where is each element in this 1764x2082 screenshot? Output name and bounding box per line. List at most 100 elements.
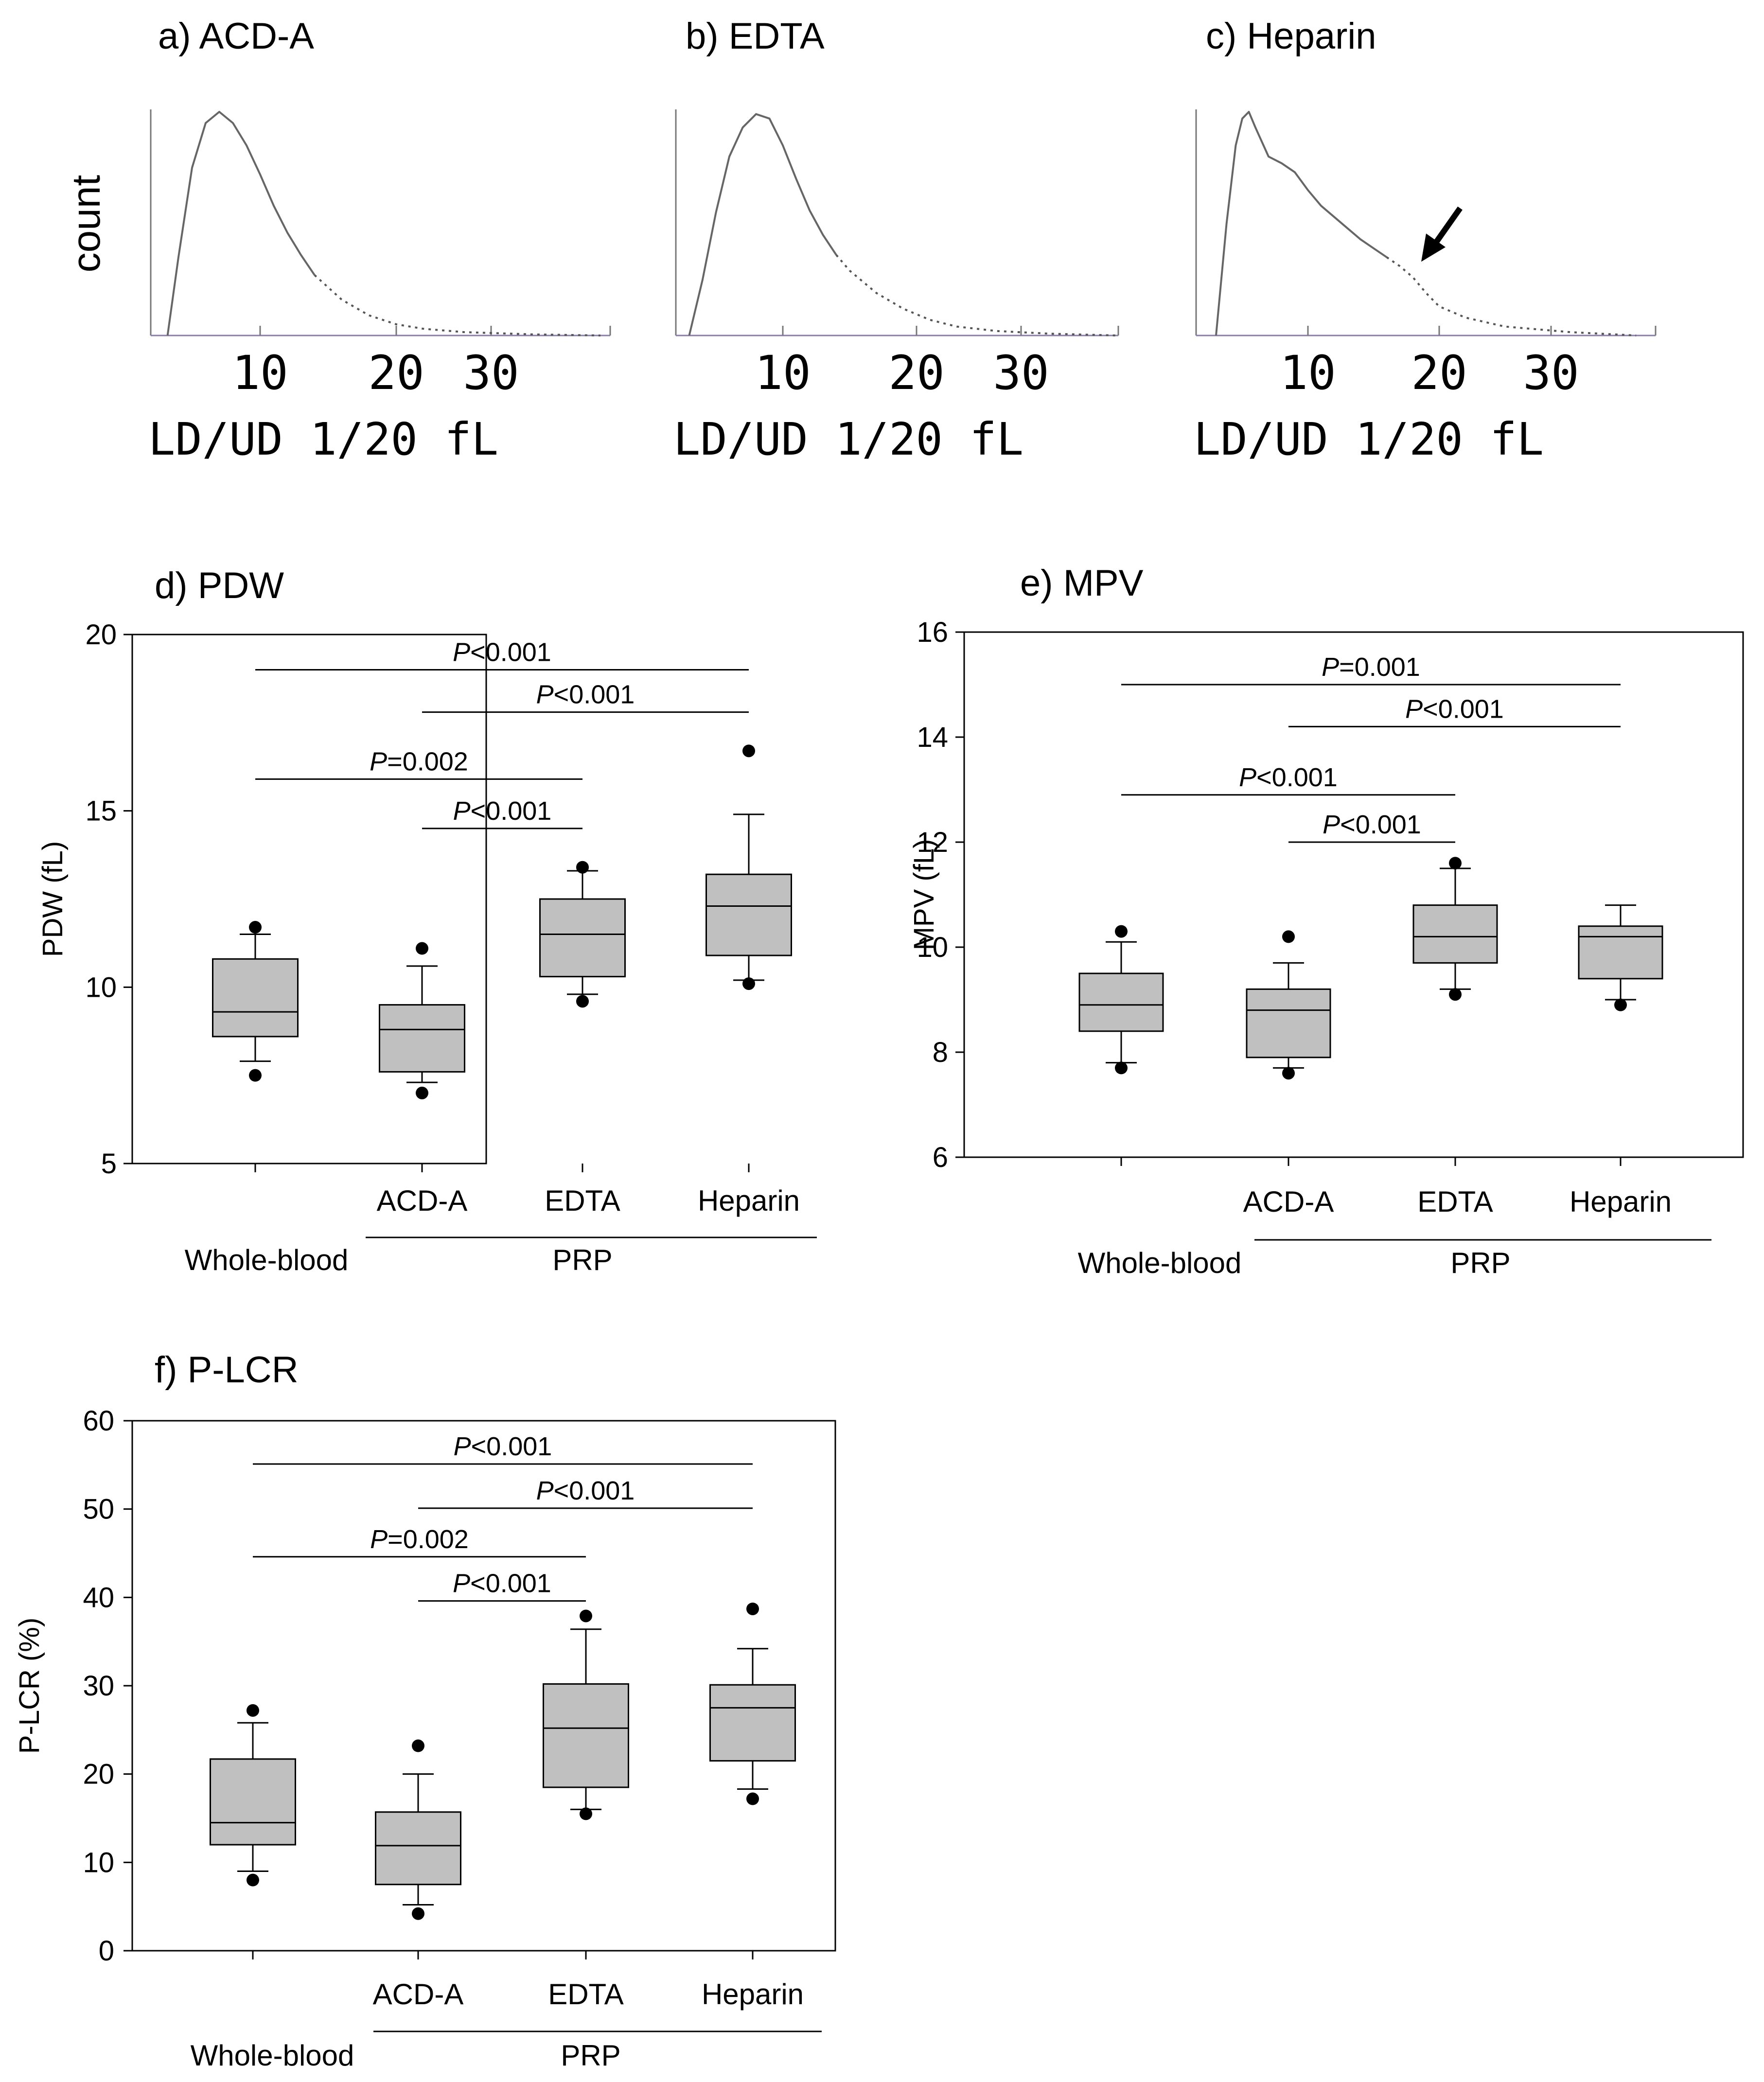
box-0 bbox=[1078, 925, 1164, 1075]
boxplot-panel-e: e) MPV 6 8 10 12 14 16 MPV (fL) ACD-A EDTA Heparin… bbox=[908, 563, 1744, 1279]
histogram-x-unit-label: LD/UD 1/20 fL bbox=[1194, 413, 1544, 465]
histogram-tick-label: 10 bbox=[1280, 346, 1336, 400]
outlier-point bbox=[742, 977, 755, 990]
histogram-tick-label: 10 bbox=[232, 346, 288, 400]
group-label: PRP bbox=[561, 2039, 620, 2072]
histogram-tick-label: 20 bbox=[368, 346, 424, 400]
box-2 bbox=[539, 861, 626, 1008]
histogram-panel-c: c) Heparin 10 20 30 LD/UD 1/20 fL bbox=[1194, 16, 1657, 465]
box-iqr bbox=[1246, 988, 1331, 1059]
outlier-point bbox=[416, 1086, 428, 1099]
significance-label: P=0.002 bbox=[370, 747, 468, 776]
box-iqr bbox=[212, 958, 299, 1038]
outlier-point bbox=[1115, 925, 1128, 938]
category-label: ACD-A bbox=[377, 1184, 468, 1217]
p-symbol: P bbox=[1322, 653, 1339, 682]
category-label: EDTA bbox=[548, 1978, 624, 2011]
box-1 bbox=[379, 942, 465, 1099]
panel-title: a) ACD-A bbox=[158, 16, 314, 57]
outlier-point bbox=[1115, 1061, 1128, 1075]
histogram-curve-tail bbox=[1386, 256, 1637, 336]
p-symbol: P bbox=[453, 638, 470, 667]
histogram-tick-label: 20 bbox=[1411, 346, 1467, 400]
y-tick-label: 20 bbox=[85, 619, 117, 651]
p-value: <0.001 bbox=[470, 638, 551, 667]
outlier-point bbox=[1282, 1067, 1295, 1080]
y-axis-label: P-LCR (%) bbox=[14, 1618, 45, 1754]
histogram-curve bbox=[688, 113, 837, 336]
whole-blood-label: Whole-blood bbox=[191, 2039, 354, 2072]
y-tick-label: 40 bbox=[83, 1582, 114, 1613]
significance-label: P<0.001 bbox=[1405, 694, 1504, 723]
category-label: Heparin bbox=[698, 1184, 800, 1217]
y-tick-label: 12 bbox=[917, 827, 948, 858]
histogram-tick-label: 30 bbox=[1523, 346, 1579, 400]
significance-label: P=0.002 bbox=[370, 1525, 469, 1554]
p-value: =0.001 bbox=[1339, 653, 1420, 682]
significance-label: P=0.001 bbox=[1322, 653, 1420, 682]
y-tick-label: 6 bbox=[933, 1142, 948, 1173]
p-value: <0.001 bbox=[1423, 694, 1504, 723]
category-label: Heparin bbox=[1570, 1185, 1672, 1218]
outlier-point bbox=[247, 1873, 259, 1887]
histogram-tick-label: 10 bbox=[755, 346, 811, 400]
box-iqr bbox=[539, 898, 626, 978]
y-tick-label: 16 bbox=[917, 617, 948, 648]
histogram-x-unit-label: LD/UD 1/20 fL bbox=[148, 413, 498, 465]
box-2 bbox=[543, 1609, 629, 1820]
p-symbol: P bbox=[1323, 810, 1340, 839]
category-label: ACD-A bbox=[373, 1978, 464, 2011]
y-tick-label: 10 bbox=[85, 971, 117, 1003]
y-tick-label: 30 bbox=[83, 1670, 114, 1702]
outlier-point bbox=[580, 1807, 592, 1820]
y-tick-label: 10 bbox=[83, 1847, 114, 1878]
outlier-point bbox=[576, 861, 589, 874]
p-symbol: P bbox=[370, 747, 387, 776]
panel-title: b) EDTA bbox=[686, 16, 825, 57]
histogram-tick-label: 20 bbox=[888, 346, 945, 400]
histogram-panel-a: a) ACD-A 10 20 30 LD/UD 1/20 fL bbox=[148, 16, 611, 465]
p-value: <0.001 bbox=[554, 680, 635, 709]
histogram-y-label: count bbox=[64, 175, 108, 272]
box-2 bbox=[1412, 857, 1498, 1001]
significance-label: P<0.001 bbox=[1239, 763, 1338, 792]
p-value: <0.001 bbox=[471, 796, 552, 826]
p-value: <0.001 bbox=[470, 1569, 551, 1598]
p-value: <0.001 bbox=[1256, 763, 1338, 792]
category-label: Heparin bbox=[702, 1978, 804, 2011]
y-tick-label: 5 bbox=[101, 1148, 117, 1180]
outlier-point bbox=[1614, 998, 1627, 1011]
outlier-point bbox=[746, 1602, 759, 1615]
p-value: <0.001 bbox=[1340, 810, 1421, 839]
histogram-curve bbox=[1215, 111, 1388, 336]
y-tick-label: 50 bbox=[83, 1494, 114, 1525]
p-symbol: P bbox=[453, 1569, 470, 1598]
y-tick-label: 8 bbox=[933, 1037, 948, 1068]
panel-title: d) PDW bbox=[155, 565, 284, 606]
box-iqr bbox=[210, 1758, 296, 1846]
histogram-panel-b: b) EDTA 10 20 30 LD/UD 1/20 fL bbox=[673, 16, 1119, 465]
histogram-curve-tail bbox=[314, 274, 601, 336]
p-value: =0.002 bbox=[387, 747, 468, 776]
significance-label: P<0.001 bbox=[536, 1476, 635, 1505]
p-symbol: P bbox=[536, 1476, 554, 1505]
p-value: <0.001 bbox=[471, 1432, 552, 1461]
outlier-point bbox=[1449, 857, 1462, 870]
whole-blood-label: Whole-blood bbox=[1078, 1247, 1242, 1279]
histogram-x-unit-label: LD/UD 1/20 fL bbox=[673, 413, 1023, 465]
p-symbol: P bbox=[454, 1432, 471, 1461]
p-symbol: P bbox=[1405, 694, 1423, 723]
outlier-point bbox=[412, 1739, 424, 1752]
y-tick-label: 14 bbox=[917, 722, 948, 753]
plot-frame bbox=[963, 631, 1744, 1158]
histogram-curve bbox=[166, 111, 316, 336]
histogram-tick-label: 30 bbox=[993, 346, 1049, 400]
boxplot-panel-f: f) P-LCR 0 10 20 30 40 50 60 P-LCR (%) ACD-A EDTA H… bbox=[14, 1349, 836, 2072]
outlier-point bbox=[1282, 930, 1295, 943]
p-symbol: P bbox=[1239, 763, 1256, 792]
outlier-point bbox=[746, 1792, 759, 1805]
box-3 bbox=[1578, 904, 1663, 1011]
histogram-curve-tail bbox=[835, 254, 1117, 336]
significance-label: P<0.001 bbox=[1323, 810, 1421, 839]
